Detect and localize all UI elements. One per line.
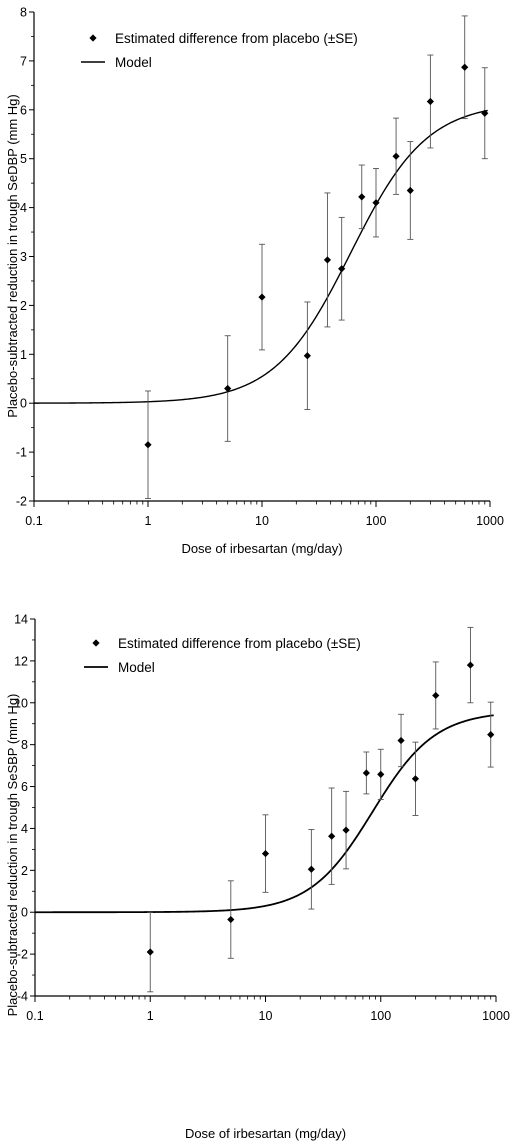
data-point bbox=[227, 915, 235, 924]
x-axis-label: Dose of irbesartan (mg/day) bbox=[185, 1126, 346, 1141]
y-tick-label: 10 bbox=[14, 696, 28, 710]
legend-label-model: Model bbox=[115, 55, 152, 70]
y-tick-label: 3 bbox=[20, 250, 27, 264]
data-point bbox=[466, 661, 475, 669]
legend-label-model: Model bbox=[118, 660, 155, 675]
y-tick-label: 8 bbox=[20, 6, 27, 20]
data-point bbox=[372, 199, 380, 207]
y-tick-label: 1 bbox=[20, 348, 27, 362]
y-tick-label: -2 bbox=[16, 495, 27, 509]
x-tick-label: 100 bbox=[370, 1009, 391, 1023]
x-tick-label: 100 bbox=[366, 514, 387, 528]
x-tick-label: 0.1 bbox=[26, 1009, 43, 1023]
y-tick-label: 0 bbox=[20, 397, 27, 411]
x-tick-label: 10 bbox=[255, 514, 269, 528]
y-tick-label: 14 bbox=[14, 613, 28, 627]
legend-marker-diamond bbox=[89, 34, 97, 42]
data-point bbox=[258, 293, 266, 301]
data-point bbox=[362, 769, 370, 777]
data-point bbox=[144, 441, 152, 449]
data-point bbox=[432, 691, 440, 700]
data-point bbox=[358, 193, 366, 201]
data-point bbox=[261, 849, 270, 858]
y-axis-label: Placebo-subtracted reduction in trough S… bbox=[5, 94, 20, 417]
y-tick-label: 5 bbox=[20, 152, 27, 166]
y-axis-label: Placebo-subtracted reduction in trough S… bbox=[5, 694, 20, 1017]
data-point bbox=[323, 256, 332, 264]
data-point bbox=[487, 731, 495, 739]
data-point bbox=[338, 265, 346, 273]
data-point bbox=[328, 832, 336, 840]
y-tick-label: 2 bbox=[20, 299, 27, 313]
y-tick-label: -2 bbox=[17, 948, 28, 962]
y-tick-label: 0 bbox=[21, 906, 28, 920]
sbp-chart: 0.1 1 10 100 1000 -4 -2 0 2 4 6 8 10 12 14 Dose of irbe… bbox=[5, 613, 510, 1142]
data-point bbox=[303, 352, 311, 360]
y-tick-label: 6 bbox=[21, 780, 28, 794]
x-tick-label: 1000 bbox=[476, 514, 504, 528]
x-tick-label: 1 bbox=[145, 514, 152, 528]
data-point bbox=[342, 826, 350, 834]
x-tick-label: 1 bbox=[147, 1009, 154, 1023]
data-point bbox=[406, 186, 414, 195]
data-point bbox=[377, 770, 385, 779]
y-tick-label: 7 bbox=[20, 54, 27, 68]
y-tick-label: 8 bbox=[21, 738, 28, 752]
data-point bbox=[397, 736, 405, 745]
data-point bbox=[461, 63, 469, 71]
y-tick-label: 4 bbox=[21, 822, 28, 836]
data-point bbox=[392, 152, 400, 160]
data-point bbox=[224, 384, 232, 393]
y-tick-label: 6 bbox=[20, 103, 27, 117]
data-point bbox=[411, 775, 420, 783]
x-tick-label: 10 bbox=[259, 1009, 273, 1023]
legend-marker-diamond bbox=[92, 639, 100, 647]
data-point bbox=[426, 97, 434, 106]
y-tick-label: 12 bbox=[14, 654, 28, 668]
data-point bbox=[481, 109, 489, 117]
x-tick-label: 1000 bbox=[482, 1009, 510, 1023]
data-point bbox=[307, 865, 315, 873]
y-tick-label: 4 bbox=[20, 201, 27, 215]
legend-label-estimate: Estimated difference from placebo (±SE) bbox=[115, 31, 358, 46]
model-curve bbox=[33, 109, 488, 404]
y-tick-label: -4 bbox=[17, 990, 28, 1004]
model-curve bbox=[35, 714, 494, 914]
legend-label-estimate: Estimated difference from placebo (±SE) bbox=[118, 636, 361, 651]
x-tick-label: 0.1 bbox=[25, 514, 42, 528]
data-point bbox=[146, 948, 154, 956]
dbp-chart: 0.1 1 10 100 1000 -2 -1 0 1 2 3 4 5 6 7 8 Dose of irbesa… bbox=[5, 6, 504, 557]
y-tick-label: 2 bbox=[21, 864, 28, 878]
x-axis-label: Dose of irbesartan (mg/day) bbox=[181, 541, 342, 556]
y-tick-label: -1 bbox=[16, 446, 27, 460]
